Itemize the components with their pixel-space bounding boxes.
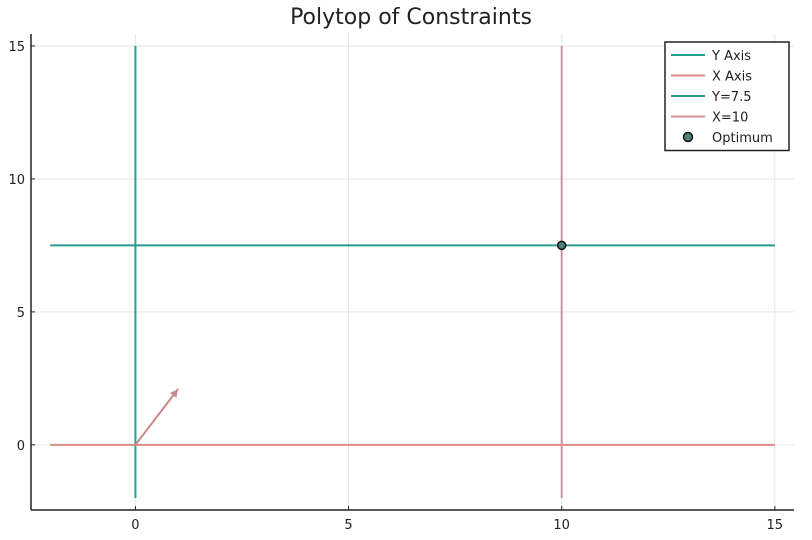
legend-label: X=10 <box>712 111 748 126</box>
y-tick-label: 10 <box>8 173 25 188</box>
points <box>556 240 567 251</box>
x-tick-label: 10 <box>553 518 570 533</box>
legend-marker <box>682 131 694 143</box>
legend: Y Axis X Axis Y=7.5 X=10 Optimum <box>664 41 790 152</box>
arrow-head <box>170 389 179 398</box>
x-tick-label: 15 <box>767 518 784 533</box>
legend-label: Y Axis <box>711 49 751 64</box>
legend-label: Y=7.5 <box>711 90 752 105</box>
y-tick-label: 15 <box>8 40 25 55</box>
axis-ticks: 0 5 10 15 0 5 10 15 <box>8 40 783 533</box>
y-tick-label: 5 <box>17 306 25 321</box>
series <box>50 45 775 499</box>
legend-label: Optimum <box>712 131 773 146</box>
annotations <box>134 388 179 446</box>
y-tick-label: 0 <box>17 439 25 454</box>
x-tick-label: 0 <box>131 518 139 533</box>
arrow-shaft <box>134 388 179 446</box>
legend-label: X Axis <box>712 70 752 85</box>
chart-title: Polytop of Constraints <box>290 5 532 30</box>
optimum-point <box>556 240 567 251</box>
x-tick-label: 5 <box>344 518 352 533</box>
